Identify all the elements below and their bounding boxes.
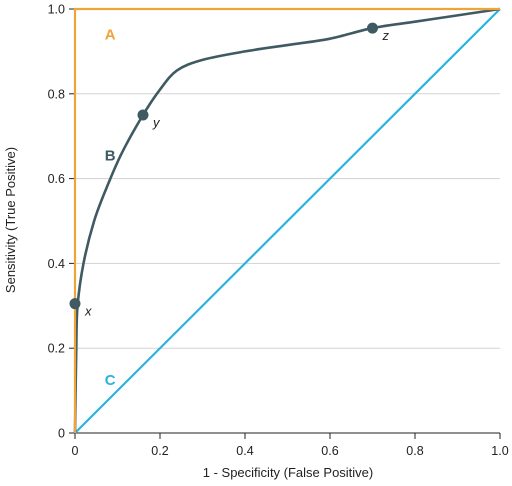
series-lines [73,7,501,434]
point-label-z: z [382,28,390,43]
series-label-a: A [105,26,116,43]
series-label-c: C [105,372,116,389]
series-line-c [74,8,501,434]
point-z [367,22,378,34]
x-tick-label: 1.0 [491,444,508,458]
x-tick-label: 0.6 [321,444,338,458]
y-tick-label: 0.2 [48,342,65,356]
series-label-b: B [105,147,116,164]
point-label-y: y [152,115,161,130]
highlight-points [69,22,378,310]
gridlines [75,8,500,349]
series-line-a [73,7,500,433]
point-x [69,298,81,310]
x-tick-label: 0.4 [236,444,253,458]
x-tick-label: 0.2 [151,444,168,458]
point-label-x: x [84,304,92,319]
y-tick-label: 0.4 [48,257,65,271]
chart-labels: C B Ax y z [84,26,390,389]
y-tick-label: 0.6 [48,172,65,186]
x-axis-title: 1 - Specificity (False Positive) [203,465,374,480]
axes: 0 0.2 0.4 0.6 0.8 1.0 0 0.2 0.4 0.6 0.8 1.0 [48,3,509,459]
y-tick-label: 0.8 [48,87,65,101]
point-y [137,109,149,121]
y-axis-title: Sensitivity (True Positive) [3,147,18,293]
x-tick-label: 0 [72,444,79,458]
x-tick-label: 0.8 [406,444,423,458]
y-tick-label: 0 [58,427,65,441]
y-tick-label: 1.0 [48,3,65,17]
